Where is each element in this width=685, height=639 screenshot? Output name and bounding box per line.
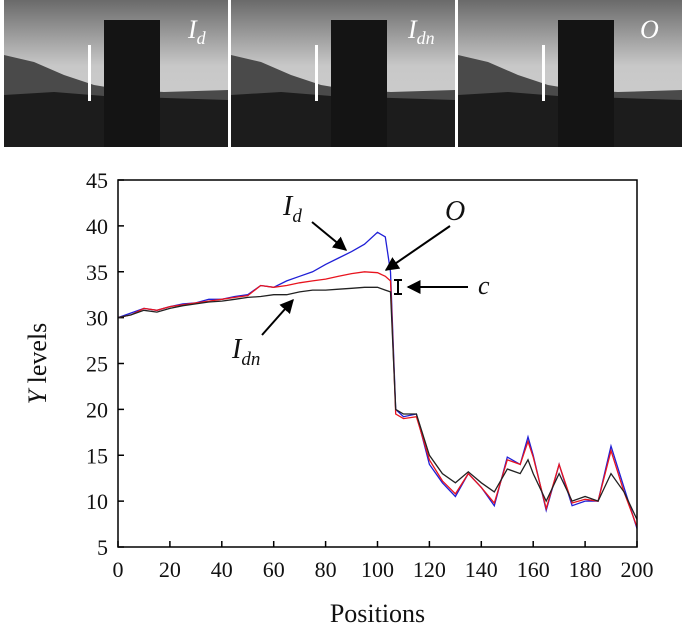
y-tick-label: 10	[86, 489, 108, 514]
x-tick-label: 40	[211, 557, 233, 582]
label-main: I	[407, 15, 418, 44]
x-axis-label: Positions	[330, 599, 425, 628]
x-tick-label: 0	[113, 557, 124, 582]
series-line	[117, 231, 638, 529]
label-main: I	[187, 15, 198, 44]
annotation: Idn	[231, 334, 260, 370]
series-line	[117, 286, 638, 520]
y-tick-label: 15	[86, 443, 108, 468]
y-tick-label: 40	[86, 214, 108, 239]
x-tick-label: 80	[315, 557, 337, 582]
photo	[231, 0, 455, 147]
y-axis-label: Y levels	[23, 323, 52, 405]
arrow	[311, 221, 348, 251]
x-tick-label: 140	[465, 557, 498, 582]
y-tick-label: 35	[86, 260, 108, 285]
label-main: O	[445, 196, 465, 227]
arrow	[261, 298, 294, 336]
label-sub: d	[197, 28, 207, 48]
y-tick-label: 5	[97, 535, 108, 560]
x-tick-label: 60	[263, 557, 285, 582]
y-tick-label: 25	[86, 352, 108, 377]
annotation: Id	[282, 191, 302, 227]
photo-panels: Id Idn O	[4, 0, 682, 147]
annotations: Id O c Idn	[231, 191, 490, 370]
gap-bar	[394, 279, 402, 295]
x-tick-label: 200	[621, 557, 654, 582]
x-tick-label: 20	[159, 557, 181, 582]
x-tick-label: 160	[517, 557, 550, 582]
plot: 0 20 40 60 80 100 120 140 160 180 200 5 10 15 20 25 30 35…	[23, 168, 654, 628]
label-sub: dn	[417, 28, 435, 48]
label-sub: dn	[241, 349, 260, 370]
y-tick-label: 20	[86, 397, 108, 422]
image-label: Idn	[407, 15, 435, 48]
image-label: O	[640, 15, 659, 44]
label-main: O	[640, 15, 659, 44]
annotation: c	[478, 271, 490, 300]
y-axis-label-rest: levels	[23, 323, 52, 390]
y-tick-label: 45	[86, 168, 108, 193]
plot-frame	[117, 179, 638, 548]
y-tick-label: 30	[86, 306, 108, 331]
x-tick-label: 180	[569, 557, 602, 582]
label-main: I	[282, 191, 294, 222]
x-tick-label: 100	[361, 557, 394, 582]
x-tick-label: 120	[413, 557, 446, 582]
label-main: I	[231, 334, 243, 365]
image-label: Id	[187, 15, 207, 48]
annotation: O	[445, 196, 465, 227]
series-line	[117, 271, 638, 528]
arrow	[384, 225, 451, 271]
label-sub: d	[292, 206, 302, 227]
y-axis-label-italic: Y	[23, 387, 52, 404]
